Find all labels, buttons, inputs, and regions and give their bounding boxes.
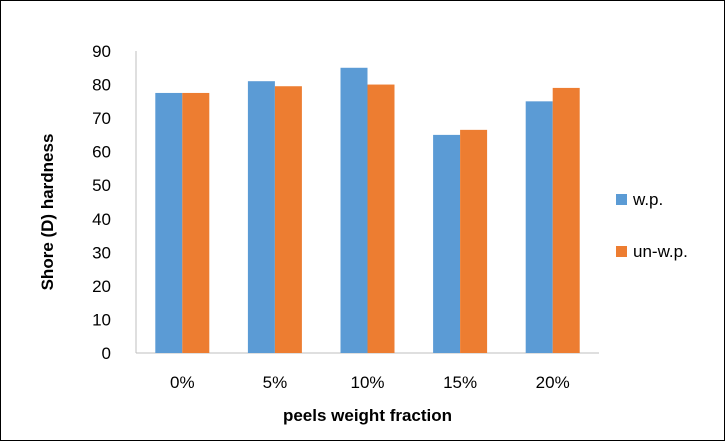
y-axis-title: Shore (D) hardness	[38, 134, 57, 291]
y-tick-label: 30	[92, 243, 111, 262]
y-tick-label: 60	[92, 143, 111, 162]
bar-un-w-p-5pct	[274, 86, 302, 353]
bar-w-p-5pct	[247, 81, 275, 353]
x-tick-label: 5%	[263, 373, 288, 392]
legend-label: un-w.p.	[633, 242, 688, 261]
bar-un-w-p-10pct	[367, 84, 395, 354]
bar-un-w-p-0pct	[182, 92, 210, 353]
bar-w-p-20pct	[525, 101, 553, 353]
x-tick-label: 0%	[170, 373, 195, 392]
legend-swatch	[616, 246, 627, 257]
y-tick-label: 0	[102, 344, 111, 363]
y-tick-label: 50	[92, 176, 111, 195]
x-tick-label: 10%	[350, 373, 384, 392]
bars	[155, 67, 580, 354]
y-axis-ticks: 0 10 20 30 40 50 60 70 80 90	[92, 42, 111, 363]
bar-un-w-p-20pct	[552, 87, 580, 354]
y-tick-label: 40	[92, 210, 111, 229]
x-tick-label: 20%	[536, 373, 570, 392]
bar-w-p-0pct	[155, 92, 183, 353]
y-tick-label: 20	[92, 277, 111, 296]
x-axis-title: peels weight fraction	[283, 406, 452, 425]
legend-label: w.p.	[632, 190, 663, 209]
y-tick-label: 70	[92, 109, 111, 128]
bar-w-p-10pct	[340, 67, 368, 354]
y-tick-label: 90	[92, 42, 111, 61]
bar-w-p-15pct	[433, 134, 461, 353]
legend: w.p. un-w.p.	[616, 190, 688, 261]
x-axis-ticks: 0% 5% 10% 15% 20%	[170, 373, 570, 392]
legend-swatch	[616, 194, 627, 205]
y-tick-label: 10	[92, 310, 111, 329]
bar-un-w-p-15pct	[460, 129, 488, 353]
y-tick-label: 80	[92, 76, 111, 95]
x-tick-label: 15%	[443, 373, 477, 392]
